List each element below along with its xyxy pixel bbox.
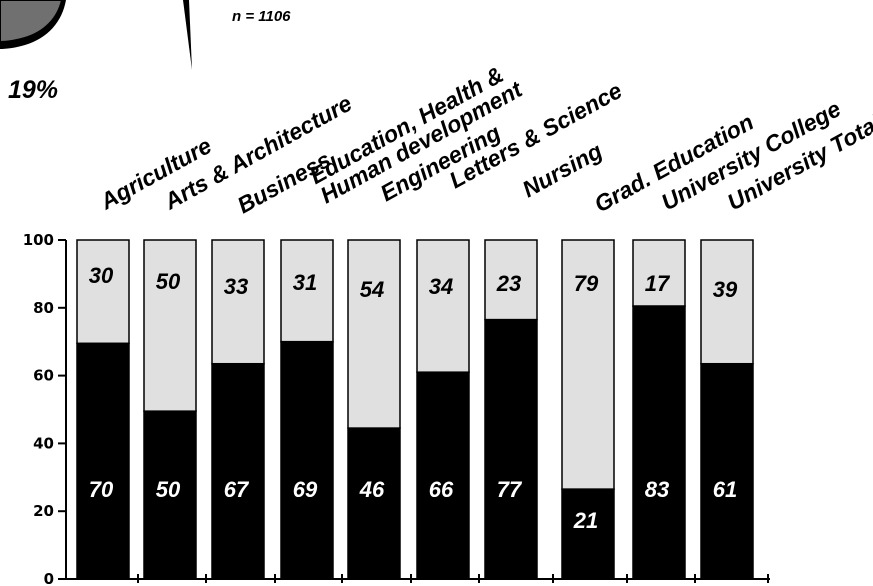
bottom-value-label: 66 <box>429 477 454 502</box>
y-tick-label: 100 <box>23 231 54 249</box>
bars: 30 70 50 50 33 67 31 69 54 46 34 66 23 77 79 21 17 83 39 61 <box>76 239 754 580</box>
bar-top-segment <box>700 239 754 365</box>
bar-bottom-segment <box>280 340 334 580</box>
bar-bottom-segment <box>632 305 686 580</box>
bottom-value-label: 46 <box>359 477 385 502</box>
y-tick-label: 0 <box>44 570 54 586</box>
bottom-value-label: 77 <box>497 477 523 502</box>
top-value-label: 17 <box>645 271 671 296</box>
bar-bottom-segment <box>76 342 130 580</box>
bar-top-segment <box>211 239 265 365</box>
top-value-label: 39 <box>713 277 738 302</box>
bar-top-segment <box>561 239 615 490</box>
y-tick-label: 60 <box>33 367 54 385</box>
top-value-label: 79 <box>574 271 599 296</box>
top-value-label: 54 <box>360 277 384 302</box>
bar-bottom-segment <box>700 362 754 580</box>
bottom-value-label: 21 <box>573 508 598 533</box>
bar-top-segment <box>143 239 197 412</box>
bar-top-segment <box>347 239 401 429</box>
top-value-label: 30 <box>89 263 114 288</box>
bar-top-segment <box>484 239 538 321</box>
y-tick-label: 40 <box>33 434 54 452</box>
pie-wedge-line <box>183 0 192 70</box>
bar-bottom-segment <box>416 371 470 580</box>
bottom-value-label: 83 <box>645 477 669 502</box>
bottom-value-label: 61 <box>713 477 737 502</box>
bar-bottom-segment <box>211 362 265 580</box>
bottom-value-label: 70 <box>89 477 114 502</box>
pie-percent-label: 19% <box>8 76 58 104</box>
bar-bottom-segment <box>143 410 197 580</box>
pie-edge <box>0 0 66 49</box>
bottom-value-label: 50 <box>156 477 181 502</box>
top-value-label: 33 <box>224 274 248 299</box>
top-value-label: 50 <box>156 269 181 294</box>
bottom-value-label: 67 <box>224 477 250 502</box>
bar-top-segment <box>76 239 130 345</box>
top-value-label: 31 <box>293 270 317 295</box>
bar-top-segment <box>416 239 470 373</box>
y-tick-label: 20 <box>33 502 54 520</box>
top-value-label: 23 <box>496 271 521 296</box>
y-tick-label: 80 <box>33 299 54 317</box>
top-value-label: 34 <box>429 274 453 299</box>
bar-bottom-segment <box>347 427 401 580</box>
pie-fragment <box>0 0 192 70</box>
sample-size-label: n = 1106 <box>232 8 291 25</box>
bottom-value-label: 69 <box>293 477 318 502</box>
bar-bottom-segment <box>484 318 538 580</box>
bar-bottom-segment <box>561 488 615 580</box>
bar-top-segment <box>632 239 686 307</box>
bar-top-segment <box>280 239 334 343</box>
